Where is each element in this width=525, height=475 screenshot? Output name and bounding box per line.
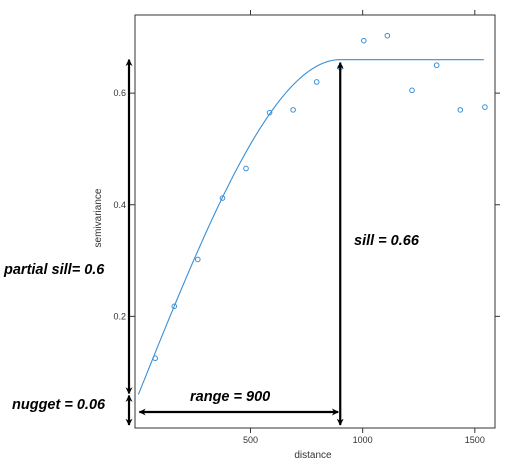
sill-annotation: sill = 0.66 bbox=[354, 233, 419, 249]
x-axis-label: distance bbox=[294, 450, 332, 461]
data-point bbox=[384, 32, 391, 39]
data-point bbox=[195, 256, 201, 263]
y-axis-label: semivariance bbox=[93, 188, 104, 247]
data-point bbox=[219, 195, 226, 201]
data-point bbox=[313, 79, 320, 85]
data-point bbox=[457, 107, 464, 113]
partial-sill-annotation: partial sill= 0.6 bbox=[4, 262, 105, 278]
range-annotation: range = 900 bbox=[190, 389, 271, 405]
data-point bbox=[360, 37, 367, 44]
data-point bbox=[266, 109, 273, 116]
model-curve bbox=[137, 59, 484, 395]
data-point bbox=[243, 165, 249, 172]
nugget-annotation: nugget = 0.06 bbox=[12, 397, 106, 413]
x-tick-label: 1000 bbox=[353, 435, 373, 445]
data-point bbox=[409, 87, 415, 94]
plot-frame bbox=[134, 14, 496, 429]
y-tick-label: 0.2 bbox=[113, 311, 126, 321]
data-point bbox=[171, 303, 178, 310]
y-tick-label: 0.6 bbox=[113, 88, 126, 98]
x-tick-label: 500 bbox=[243, 435, 258, 445]
data-point bbox=[482, 104, 488, 110]
data-point bbox=[152, 355, 158, 362]
y-tick-label: 0.4 bbox=[113, 200, 126, 210]
data-point bbox=[433, 62, 440, 69]
data-point bbox=[290, 107, 296, 113]
x-tick-label: 1500 bbox=[465, 435, 485, 445]
